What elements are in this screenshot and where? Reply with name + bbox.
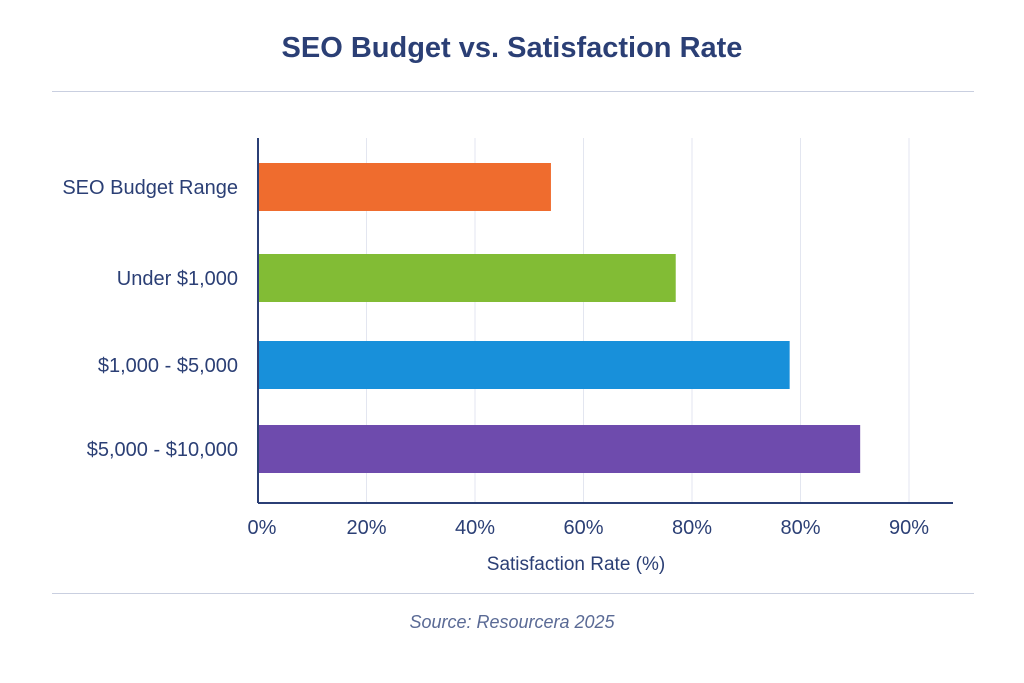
x-tick-label: 90% <box>889 517 929 539</box>
title-divider <box>52 91 974 92</box>
x-tick-label: 40% <box>455 517 495 539</box>
y-category-label: $1,000 - $5,000 <box>98 355 238 377</box>
y-category-label: $5,000 - $10,000 <box>87 439 238 461</box>
bar <box>258 425 861 473</box>
bar <box>258 341 790 389</box>
x-tick-label: 80% <box>672 517 712 539</box>
x-tick-label: 80% <box>780 517 820 539</box>
footer-divider <box>52 593 974 594</box>
source-note: Source: Resourcera 2025 <box>409 612 615 632</box>
y-category-label: SEO Budget Range <box>62 177 238 199</box>
chart-title: SEO Budget vs. Satisfaction Rate <box>281 32 743 64</box>
x-axis-title: Satisfaction Rate (%) <box>487 554 665 575</box>
bar <box>258 254 676 302</box>
x-tick-label: 20% <box>346 517 386 539</box>
bar <box>258 163 551 211</box>
y-category-label: Under $1,000 <box>117 268 238 290</box>
x-tick-label: 0% <box>248 517 277 539</box>
x-tick-label: 60% <box>563 517 603 539</box>
